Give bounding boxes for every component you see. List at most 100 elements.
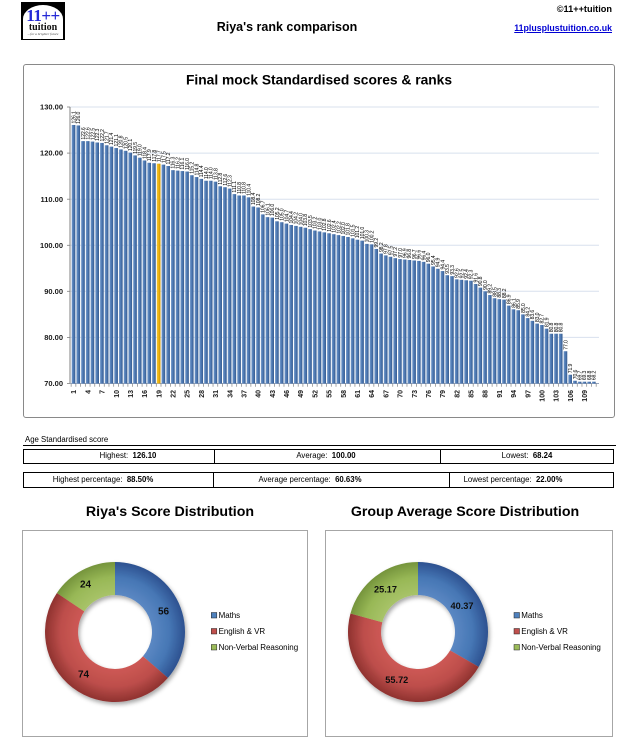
svg-text:10: 10 — [114, 390, 121, 398]
svg-text:25: 25 — [185, 390, 192, 398]
svg-text:116.2: 116.2 — [175, 157, 181, 169]
svg-text:English & VR: English & VR — [521, 627, 568, 636]
svg-text:117.8: 117.8 — [152, 150, 158, 162]
svg-text:46: 46 — [284, 390, 291, 398]
svg-text:106.1: 106.1 — [265, 203, 271, 215]
svg-text:117.9: 117.9 — [147, 149, 153, 161]
svg-text:56: 56 — [158, 606, 170, 617]
svg-text:93.3: 93.3 — [450, 265, 456, 275]
svg-text:85.0: 85.0 — [521, 303, 527, 313]
svg-text:88.5: 88.5 — [492, 287, 498, 297]
svg-text:97.5: 97.5 — [388, 246, 394, 256]
svg-text:120.8: 120.8 — [119, 135, 125, 147]
svg-text:82.7: 82.7 — [540, 314, 546, 324]
svg-text:77.0: 77.0 — [563, 340, 569, 350]
svg-text:70.6: 70.6 — [573, 369, 579, 379]
svg-text:89.2: 89.2 — [488, 284, 494, 294]
svg-text:84.2: 84.2 — [525, 307, 531, 317]
svg-text:97: 97 — [525, 390, 532, 398]
svg-text:106.7: 106.7 — [261, 200, 267, 212]
svg-text:70.00: 70.00 — [44, 379, 63, 388]
svg-text:80.00: 80.00 — [44, 333, 63, 342]
svg-text:92.5: 92.5 — [459, 269, 465, 279]
svg-text:Maths: Maths — [219, 611, 241, 620]
svg-text:102.4: 102.4 — [332, 220, 338, 232]
svg-text:1: 1 — [71, 390, 78, 394]
svg-text:85.9: 85.9 — [516, 299, 522, 309]
svg-text:80.8: 80.8 — [554, 322, 560, 332]
svg-text:101.0: 101.0 — [360, 227, 366, 239]
svg-text:102.2: 102.2 — [336, 221, 342, 233]
svg-text:112.6: 112.6 — [223, 174, 229, 186]
svg-text:97.0: 97.0 — [398, 248, 404, 258]
svg-text:103.0: 103.0 — [317, 217, 323, 229]
svg-text:116.3: 116.3 — [171, 157, 177, 169]
svg-text:55.72: 55.72 — [385, 675, 408, 685]
svg-text:92.6: 92.6 — [455, 268, 461, 278]
svg-text:37: 37 — [241, 390, 248, 398]
svg-text:25.17: 25.17 — [374, 585, 397, 595]
svg-text:Final mock Standardised scores: Final mock Standardised scores & ranks — [186, 73, 452, 88]
svg-text:55: 55 — [327, 390, 334, 398]
svg-text:122.6: 122.6 — [86, 127, 92, 139]
svg-text:94.4: 94.4 — [440, 260, 446, 270]
svg-text:104.4: 104.4 — [289, 211, 295, 223]
svg-text:97.8: 97.8 — [384, 244, 390, 254]
svg-text:119.0: 119.0 — [138, 144, 144, 156]
svg-text:16: 16 — [142, 390, 149, 398]
svg-text:126.0: 126.0 — [76, 111, 82, 123]
svg-text:90.8: 90.8 — [478, 276, 484, 286]
svg-text:Non-Verbal Reasoning: Non-Verbal Reasoning — [521, 643, 601, 652]
svg-text:110.4: 110.4 — [246, 184, 252, 196]
svg-text:110.8: 110.8 — [242, 182, 248, 194]
svg-text:83.0: 83.0 — [535, 312, 541, 322]
svg-text:40: 40 — [256, 390, 263, 398]
svg-text:106: 106 — [568, 390, 575, 402]
svg-text:English & VR: English & VR — [219, 627, 266, 636]
svg-text:117.2: 117.2 — [166, 152, 172, 164]
svg-text:67: 67 — [383, 390, 390, 398]
svg-text:4: 4 — [85, 390, 92, 394]
svg-text:19: 19 — [156, 390, 163, 398]
svg-text:121.1: 121.1 — [114, 134, 120, 146]
svg-text:43: 43 — [270, 390, 277, 398]
svg-text:102.6: 102.6 — [327, 219, 333, 231]
svg-text:94: 94 — [511, 390, 518, 398]
svg-text:88.2: 88.2 — [502, 288, 508, 298]
svg-text:79: 79 — [440, 390, 447, 398]
svg-text:122.5: 122.5 — [90, 128, 96, 140]
svg-text:114.4: 114.4 — [199, 165, 205, 177]
svg-text:49: 49 — [298, 390, 305, 398]
svg-text:90.0: 90.0 — [483, 280, 489, 290]
svg-text:109: 109 — [582, 390, 589, 402]
svg-text:104.7: 104.7 — [284, 210, 290, 222]
svg-text:76: 76 — [426, 390, 433, 398]
svg-text:100.3: 100.3 — [365, 230, 371, 242]
svg-text:96.4: 96.4 — [421, 251, 427, 261]
svg-text:92.4: 92.4 — [464, 269, 470, 279]
svg-text:34: 34 — [227, 390, 234, 398]
svg-text:13: 13 — [128, 390, 135, 398]
svg-text:91: 91 — [497, 390, 504, 398]
svg-text:96.9: 96.9 — [403, 248, 409, 258]
svg-text:31: 31 — [213, 390, 220, 398]
svg-text:116.1: 116.1 — [180, 157, 186, 169]
svg-text:112.8: 112.8 — [218, 173, 224, 185]
svg-text:108.4: 108.4 — [251, 193, 257, 205]
svg-text:110.8: 110.8 — [237, 182, 243, 194]
svg-text:105.0: 105.0 — [280, 208, 286, 220]
svg-text:28: 28 — [199, 390, 206, 398]
svg-text:85: 85 — [469, 390, 476, 398]
svg-text:80.8: 80.8 — [549, 322, 555, 332]
svg-text:82: 82 — [454, 390, 461, 398]
svg-text:91.6: 91.6 — [473, 273, 479, 283]
svg-text:64: 64 — [369, 390, 376, 398]
svg-text:7: 7 — [100, 390, 107, 394]
svg-text:71.9: 71.9 — [568, 363, 574, 373]
svg-text:117.5: 117.5 — [161, 151, 167, 163]
svg-text:69.7: 69.7 — [578, 370, 584, 380]
svg-text:120.00: 120.00 — [40, 149, 63, 158]
svg-text:121.4: 121.4 — [109, 133, 115, 145]
svg-text:103.5: 103.5 — [308, 215, 314, 227]
svg-text:58: 58 — [341, 390, 348, 398]
